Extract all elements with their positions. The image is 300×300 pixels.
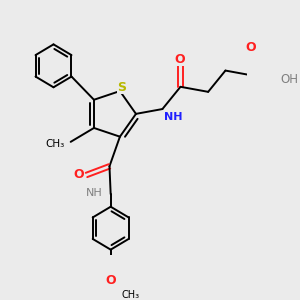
Text: CH₃: CH₃ (122, 290, 140, 300)
Text: NH: NH (85, 188, 102, 198)
Text: S: S (117, 81, 126, 94)
Text: OH: OH (281, 73, 299, 86)
Text: O: O (73, 169, 84, 182)
Text: O: O (174, 52, 184, 65)
Text: CH₃: CH₃ (45, 140, 64, 149)
Text: O: O (105, 274, 116, 286)
Text: O: O (245, 41, 256, 54)
Text: NH: NH (164, 112, 182, 122)
